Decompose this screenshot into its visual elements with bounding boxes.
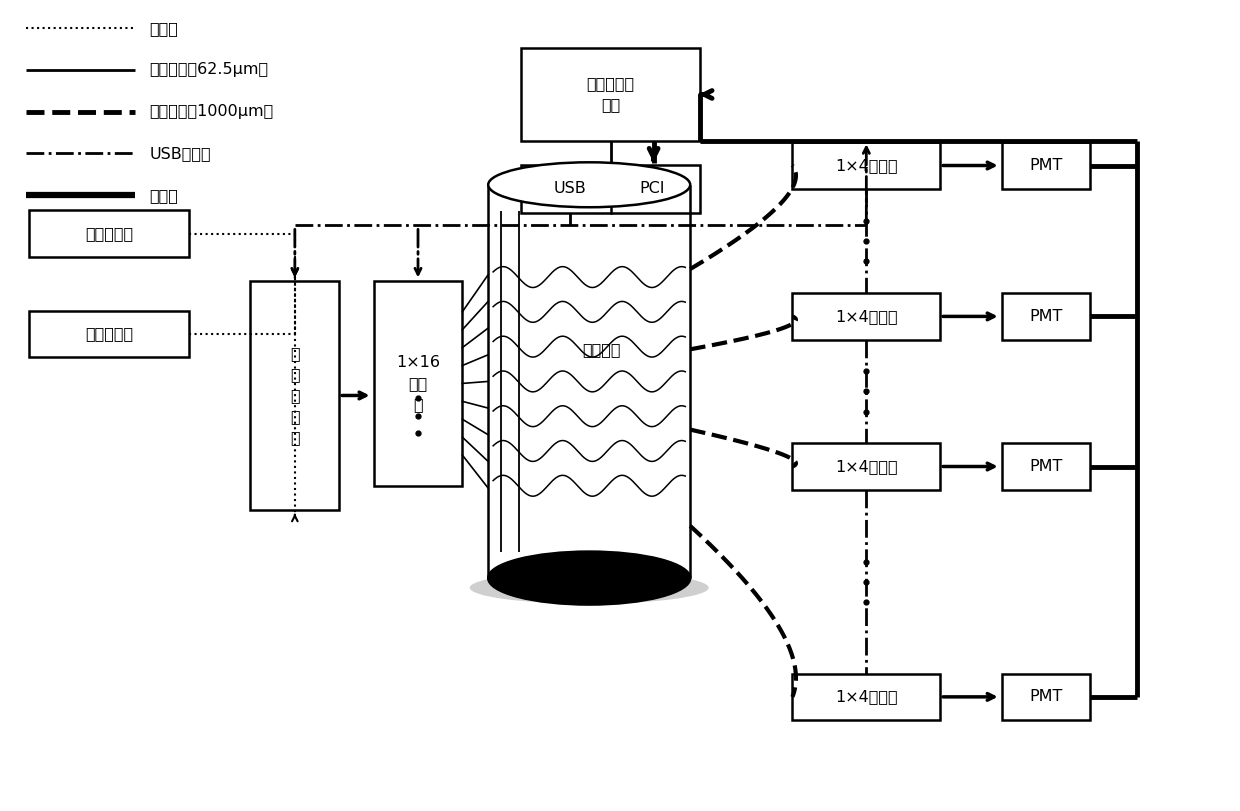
Bar xyxy=(250,281,340,510)
Bar xyxy=(792,142,940,189)
Text: 电源线: 电源线 xyxy=(150,21,179,36)
Ellipse shape xyxy=(489,551,691,604)
Bar xyxy=(522,165,701,212)
Text: 信号线: 信号线 xyxy=(150,187,179,203)
Text: 激发光纤（62.5μm）: 激发光纤（62.5μm） xyxy=(150,62,269,78)
Text: PMT: PMT xyxy=(1029,689,1063,705)
Bar xyxy=(522,49,701,140)
Text: PCI: PCI xyxy=(639,182,665,196)
Bar xyxy=(792,674,940,720)
Bar xyxy=(29,210,188,257)
Bar xyxy=(1002,142,1090,189)
Text: 被测物体: 被测物体 xyxy=(583,341,621,357)
Text: 1×4光开关: 1×4光开关 xyxy=(835,689,898,705)
Text: 工业控制计
算机: 工业控制计 算机 xyxy=(587,76,635,113)
Text: 1×16
光开
关: 1×16 光开 关 xyxy=(396,355,440,412)
Text: 电流控制器: 电流控制器 xyxy=(84,327,133,341)
Bar xyxy=(792,293,940,340)
Bar xyxy=(1002,293,1090,340)
Bar xyxy=(29,311,188,358)
Ellipse shape xyxy=(489,162,691,208)
Bar xyxy=(1002,444,1090,490)
Ellipse shape xyxy=(470,572,709,603)
Text: PMT: PMT xyxy=(1029,459,1063,474)
Text: 接收光纤（1000μm）: 接收光纤（1000μm） xyxy=(150,105,274,119)
Text: 1×4光开关: 1×4光开关 xyxy=(835,309,898,324)
Text: 激
光
二
极
管: 激 光 二 极 管 xyxy=(290,346,300,445)
Bar xyxy=(373,281,463,486)
Bar xyxy=(792,444,940,490)
Text: USB控制线: USB控制线 xyxy=(150,146,211,161)
Text: PMT: PMT xyxy=(1029,158,1063,173)
Bar xyxy=(1002,674,1090,720)
Text: 1×4光开关: 1×4光开关 xyxy=(835,459,898,474)
Text: 温度控制器: 温度控制器 xyxy=(84,226,133,241)
Text: PMT: PMT xyxy=(1029,309,1063,324)
Text: 1×4光开关: 1×4光开关 xyxy=(835,158,898,173)
Text: USB: USB xyxy=(553,182,587,196)
